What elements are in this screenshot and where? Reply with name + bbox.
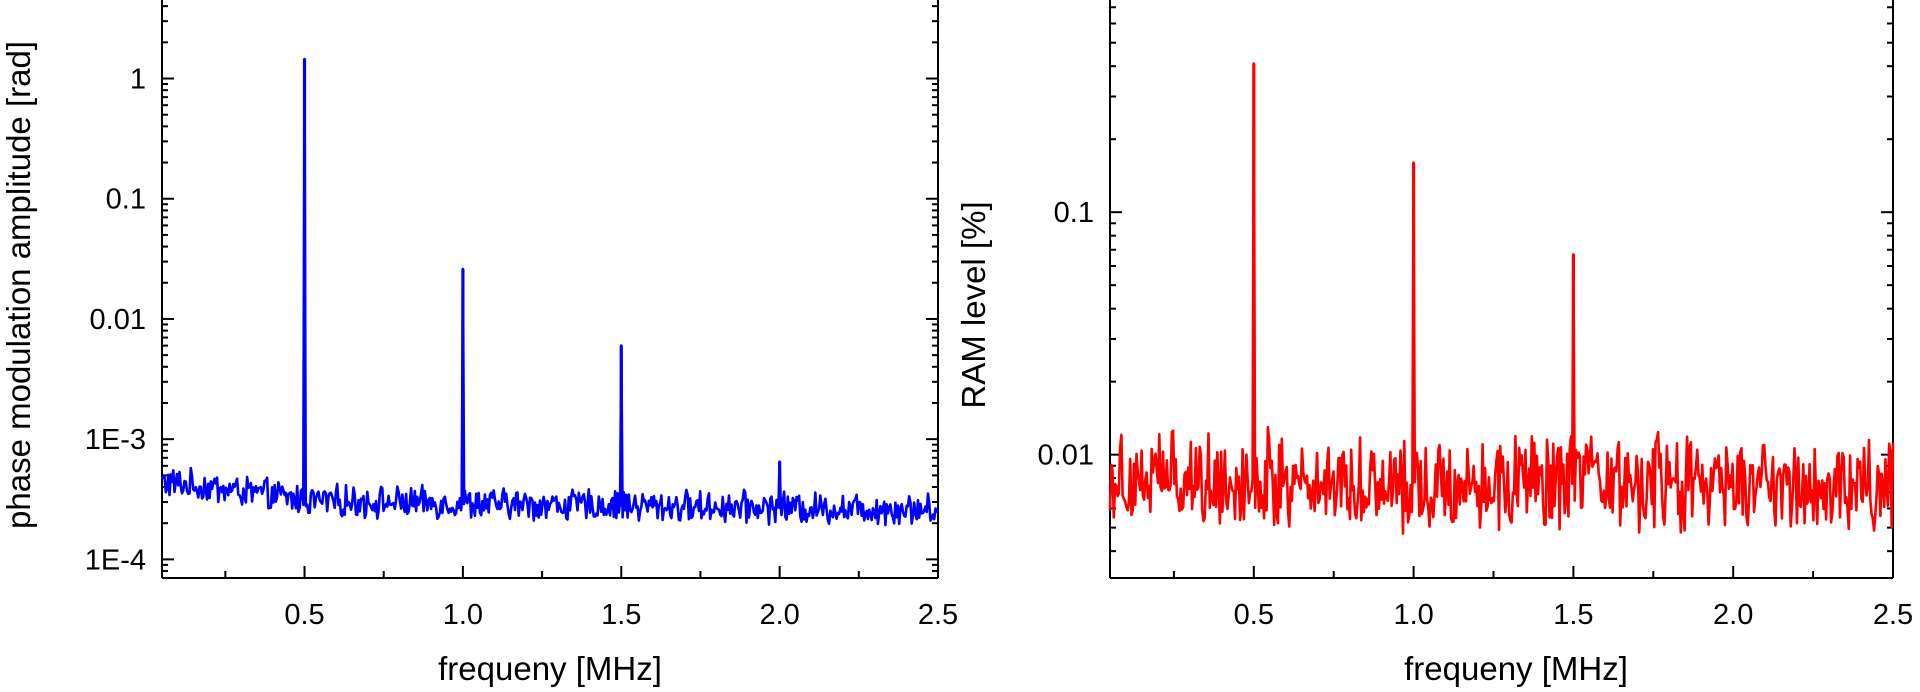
left-chart-x-tick-label: 1.0	[443, 599, 483, 631]
left-chart-y-tick-label: 0.1	[106, 184, 146, 216]
left-chart-phase-modulation: frequeny [MHz] phase modulation amplitud…	[0, 0, 958, 687]
right-chart-axes: 0.5 1.0 1.5 2.0 2.5 0.01 0.1	[1038, 0, 1913, 631]
right-chart-x-tick-label: 0.5	[1234, 599, 1274, 631]
left-chart-x-tick-label: 1.5	[601, 599, 641, 631]
left-chart-series-line	[160, 57, 940, 527]
right-chart-x-tick-label: 2.0	[1713, 599, 1753, 631]
left-chart-x-tick-label: 0.5	[284, 599, 324, 631]
left-chart-x-tick-label: 2.0	[759, 599, 799, 631]
right-chart-x-tick-label: 2.5	[1873, 599, 1913, 631]
right-chart-xlabel: frequeny [MHz]	[1404, 650, 1628, 687]
left-chart-axes: 0.5 1.0 1.5 2.0 2.5 1E-4 1E-3 0.01 0.1 1	[85, 0, 958, 631]
left-chart-xlabel: frequeny [MHz]	[438, 650, 662, 687]
right-chart-ylabel: RAM level [%]	[955, 201, 992, 408]
left-chart-y-tick-label: 0.01	[90, 304, 146, 336]
left-chart-y-tick-label: 1	[130, 64, 146, 96]
left-chart-ylabel: phase modulation amplitude [rad]	[0, 41, 37, 529]
left-chart-y-tick-label: 1E-4	[85, 544, 146, 576]
right-chart-y-tick-label: 0.01	[1038, 440, 1094, 472]
left-chart-x-tick-label: 2.5	[918, 599, 958, 631]
right-chart-ram-level: frequeny [MHz] RAM level [%] 0.5 1.0 1.5 2.…	[955, 0, 1913, 687]
right-chart-x-tick-label: 1.0	[1393, 599, 1433, 631]
right-chart-y-tick-label: 0.1	[1054, 197, 1094, 229]
left-chart-y-tick-label: 1E-3	[85, 424, 146, 456]
right-chart-x-tick-label: 1.5	[1553, 599, 1593, 631]
right-chart-series-line	[1108, 62, 1895, 535]
